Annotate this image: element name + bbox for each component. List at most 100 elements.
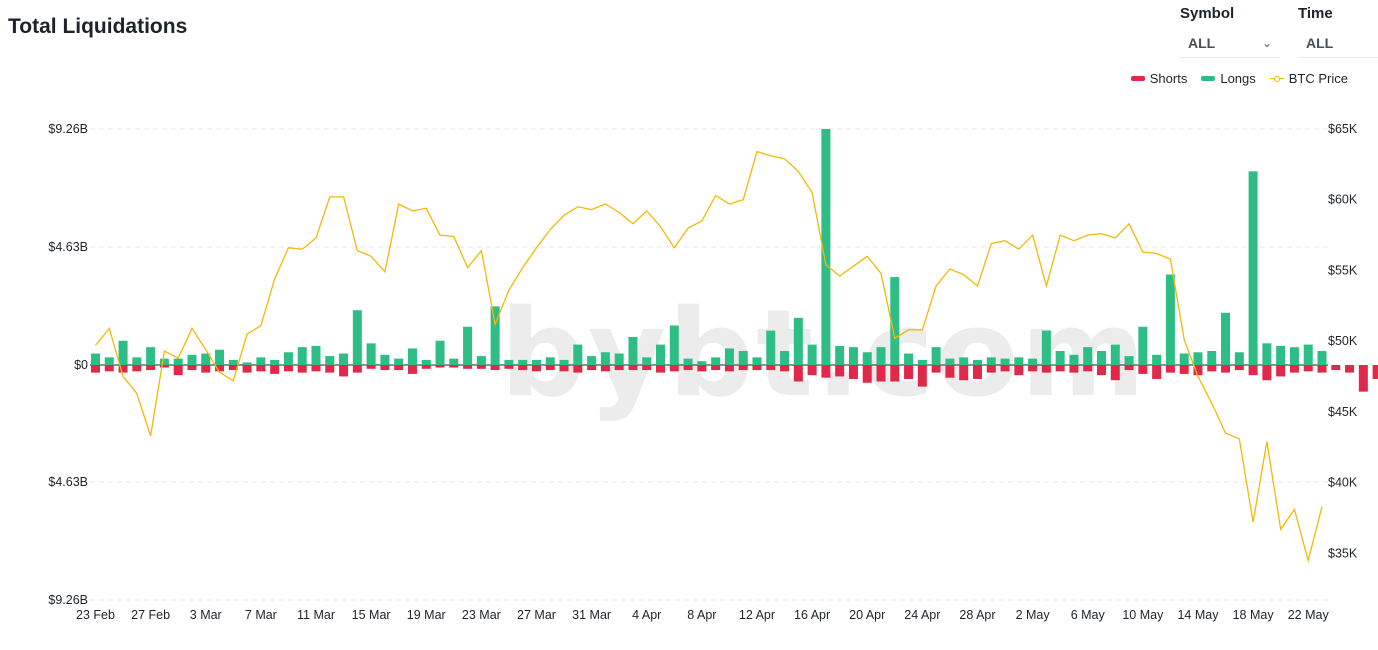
shorts-bar[interactable] <box>573 365 583 373</box>
longs-bar[interactable] <box>1041 330 1051 365</box>
longs-bar[interactable] <box>807 344 817 365</box>
shorts-bar[interactable] <box>738 365 748 371</box>
longs-bar[interactable] <box>780 350 790 365</box>
longs-bar[interactable] <box>173 358 183 365</box>
longs-bar[interactable] <box>449 358 459 365</box>
longs-bar[interactable] <box>972 359 982 365</box>
longs-bar[interactable] <box>104 357 114 365</box>
longs-bar[interactable] <box>890 277 900 365</box>
shorts-bar[interactable] <box>1069 365 1079 373</box>
shorts-bar[interactable] <box>228 365 238 371</box>
shorts-bar[interactable] <box>1165 365 1175 373</box>
longs-bar[interactable] <box>380 354 390 365</box>
longs-bar[interactable] <box>132 357 142 365</box>
shorts-bar[interactable] <box>518 365 528 371</box>
shorts-bar[interactable] <box>1014 365 1024 376</box>
shorts-bar[interactable] <box>1345 365 1355 373</box>
longs-bar[interactable] <box>862 352 872 365</box>
longs-bar[interactable] <box>256 357 266 365</box>
longs-bar[interactable] <box>848 347 858 365</box>
longs-bar[interactable] <box>421 359 431 365</box>
longs-bar[interactable] <box>697 361 707 365</box>
longs-bar[interactable] <box>1028 358 1038 365</box>
longs-bar[interactable] <box>835 345 845 365</box>
longs-bar[interactable] <box>821 129 831 365</box>
longs-bar[interactable] <box>724 348 734 365</box>
longs-bar[interactable] <box>738 350 748 365</box>
shorts-bar[interactable] <box>463 365 473 369</box>
shorts-bar[interactable] <box>614 365 624 371</box>
shorts-bar[interactable] <box>1221 365 1231 373</box>
shorts-bar[interactable] <box>91 365 100 373</box>
shorts-bar[interactable] <box>862 365 872 383</box>
longs-bar[interactable] <box>1317 350 1327 365</box>
longs-bar[interactable] <box>1234 352 1244 365</box>
shorts-bar[interactable] <box>642 365 652 371</box>
shorts-bar[interactable] <box>766 365 776 371</box>
longs-bar[interactable] <box>1179 353 1189 365</box>
shorts-bar[interactable] <box>159 365 169 368</box>
shorts-bar[interactable] <box>1358 365 1368 392</box>
longs-bar[interactable] <box>1110 344 1120 365</box>
longs-bar[interactable] <box>490 306 500 365</box>
longs-bar[interactable] <box>518 359 528 365</box>
shorts-bar[interactable] <box>1276 365 1286 377</box>
longs-bar[interactable] <box>559 359 569 365</box>
shorts-bar[interactable] <box>1152 365 1162 379</box>
longs-bar[interactable] <box>366 343 376 365</box>
shorts-bar[interactable] <box>380 365 390 371</box>
longs-bar[interactable] <box>228 359 238 365</box>
shorts-bar[interactable] <box>821 365 831 378</box>
shorts-bar[interactable] <box>1317 365 1327 373</box>
longs-bar[interactable] <box>1014 357 1024 365</box>
shorts-bar[interactable] <box>876 365 886 382</box>
longs-bar[interactable] <box>118 340 128 365</box>
longs-bar[interactable] <box>614 353 624 365</box>
shorts-bar[interactable] <box>1331 365 1341 371</box>
longs-bar[interactable] <box>1152 354 1162 365</box>
longs-bar[interactable] <box>325 356 335 365</box>
longs-bar[interactable] <box>201 353 211 365</box>
shorts-bar[interactable] <box>1041 365 1051 373</box>
longs-bar[interactable] <box>1262 343 1272 365</box>
longs-bar[interactable] <box>945 358 955 365</box>
shorts-bar[interactable] <box>215 365 225 372</box>
shorts-bar[interactable] <box>793 365 803 382</box>
longs-bar[interactable] <box>407 348 417 365</box>
shorts-bar[interactable] <box>132 365 142 372</box>
longs-bar[interactable] <box>1055 350 1065 365</box>
shorts-bar[interactable] <box>283 365 293 372</box>
longs-bar[interactable] <box>1124 356 1134 365</box>
shorts-bar[interactable] <box>201 365 211 373</box>
shorts-bar[interactable] <box>435 365 445 368</box>
shorts-bar[interactable] <box>545 365 555 371</box>
longs-bar[interactable] <box>628 336 638 365</box>
shorts-bar[interactable] <box>711 365 721 371</box>
longs-bar[interactable] <box>752 357 762 365</box>
shorts-bar[interactable] <box>890 365 900 382</box>
longs-bar[interactable] <box>1138 326 1148 365</box>
shorts-bar[interactable] <box>752 365 762 371</box>
shorts-bar[interactable] <box>959 365 969 381</box>
shorts-bar[interactable] <box>1110 365 1120 381</box>
longs-bar[interactable] <box>311 345 321 365</box>
shorts-bar[interactable] <box>118 365 128 373</box>
longs-bar[interactable] <box>793 317 803 365</box>
shorts-bar[interactable] <box>1262 365 1272 381</box>
shorts-bar[interactable] <box>972 365 982 379</box>
shorts-bar[interactable] <box>352 365 362 373</box>
longs-bar[interactable] <box>1289 347 1299 365</box>
longs-bar[interactable] <box>352 310 362 365</box>
shorts-bar[interactable] <box>600 365 610 372</box>
legend-item-shorts[interactable]: Shorts <box>1130 71 1187 86</box>
longs-bar[interactable] <box>1097 350 1107 365</box>
shorts-bar[interactable] <box>366 365 376 369</box>
longs-bar[interactable] <box>766 330 776 365</box>
shorts-bar[interactable] <box>669 365 679 372</box>
shorts-bar[interactable] <box>807 365 817 376</box>
shorts-bar[interactable] <box>242 365 252 373</box>
shorts-bar[interactable] <box>986 365 996 373</box>
shorts-bar[interactable] <box>917 365 927 387</box>
shorts-bar[interactable] <box>1179 365 1189 374</box>
longs-bar[interactable] <box>435 340 445 365</box>
